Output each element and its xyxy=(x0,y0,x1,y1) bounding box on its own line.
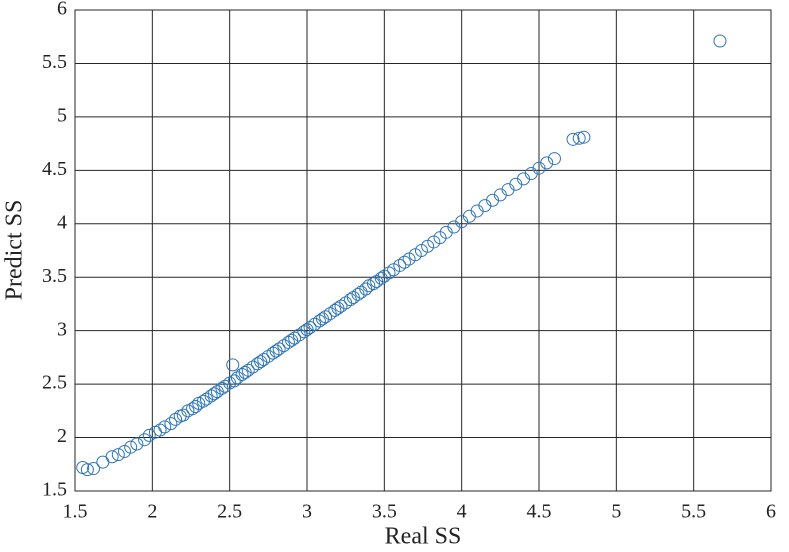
point xyxy=(153,423,167,437)
point xyxy=(87,462,101,476)
point xyxy=(319,310,333,324)
x-tick-label: 6 xyxy=(766,501,776,523)
y-tick-label: 3 xyxy=(57,318,67,340)
x-tick-label: 5.5 xyxy=(681,501,706,523)
point xyxy=(566,132,580,146)
point xyxy=(138,433,152,447)
y-tick-label: 2 xyxy=(57,425,67,447)
point xyxy=(142,428,156,442)
point xyxy=(354,285,368,299)
point xyxy=(124,440,138,454)
y-tick-label: 2.5 xyxy=(42,372,67,394)
point xyxy=(241,363,255,377)
x-tick-label: 3.5 xyxy=(372,501,397,523)
point xyxy=(111,448,125,462)
point xyxy=(105,450,119,464)
y-tick-label: 4 xyxy=(57,211,67,233)
point xyxy=(397,255,411,269)
point xyxy=(130,437,144,451)
point xyxy=(547,152,561,166)
point xyxy=(540,156,554,170)
point xyxy=(176,408,190,422)
y-tick-label: 3.5 xyxy=(42,265,67,287)
point xyxy=(288,331,302,345)
x-tick-label: 2 xyxy=(147,501,157,523)
point xyxy=(382,266,396,280)
y-tick-label: 1.5 xyxy=(42,479,67,501)
x-tick-label: 1.5 xyxy=(63,501,88,523)
x-tick-label: 4 xyxy=(457,501,467,523)
x-tick-label: 4.5 xyxy=(527,501,552,523)
point xyxy=(158,420,172,434)
point xyxy=(164,417,178,431)
y-tick-label: 6 xyxy=(57,0,67,20)
x-tick-label: 5 xyxy=(611,501,621,523)
point xyxy=(393,258,407,272)
point xyxy=(577,130,591,144)
y-tick-label: 5 xyxy=(57,104,67,126)
point xyxy=(257,353,271,367)
y-tick-label: 5.5 xyxy=(42,51,67,73)
y-axis-label: Predict SS xyxy=(2,200,28,301)
point xyxy=(377,269,391,283)
x-tick-label: 3 xyxy=(302,501,312,523)
point xyxy=(572,131,586,145)
point xyxy=(227,374,241,388)
point xyxy=(334,299,348,313)
point xyxy=(272,342,286,356)
point xyxy=(169,412,183,426)
x-tick-label: 2.5 xyxy=(217,501,242,523)
point xyxy=(303,320,317,334)
point xyxy=(226,358,240,372)
y-tick-label: 4.5 xyxy=(42,158,67,180)
x-axis-label: Real SS xyxy=(385,524,462,550)
point xyxy=(80,463,94,477)
point xyxy=(713,34,727,48)
